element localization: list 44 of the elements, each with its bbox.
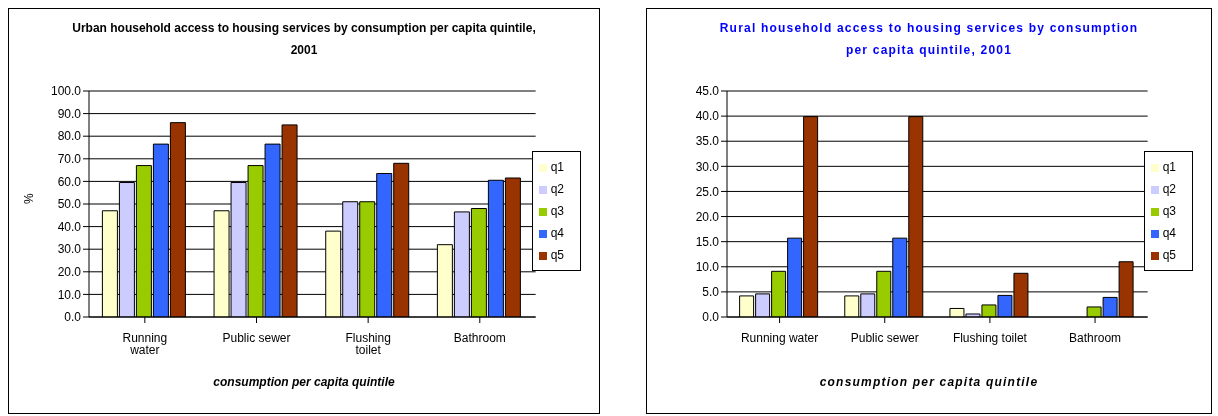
y-tick-label: 100.0 [50,84,82,99]
y-tick-label: 50.0 [57,197,82,212]
y-tick-label: 30.0 [695,159,720,174]
legend-label: q3 [550,204,564,218]
y-tick-label: 20.0 [695,209,720,224]
x-axis-title: consumption per capita quintile [212,375,396,389]
chart-title: Rural household access to housing services by consumption per capita quintile, 2001 [718,20,1140,59]
x-axis-title: consumption per capita quintile [818,375,1040,389]
legend-label: q1 [550,160,564,174]
legend-label: q2 [550,182,564,196]
x-tick-label: Bathroom [1069,330,1122,345]
y-tick-label: 10.0 [57,287,82,302]
legend-label: q5 [550,248,564,262]
x-tick-label: Public sewer [222,330,291,345]
legend-label: q2 [1162,182,1176,196]
x-tick-label: Bathroom [453,330,506,345]
y-tick-label: 40.0 [695,109,720,124]
y-tick-label: 80.0 [57,129,82,144]
x-tick-label: Running water [122,330,168,357]
legend-label: q4 [550,226,564,240]
y-tick-label: 0.0 [64,310,82,325]
y-tick-label: 15.0 [695,234,720,249]
y-tick-label: 60.0 [57,174,82,189]
legend-label: q3 [1162,204,1176,218]
y-tick-label: 0.0 [702,310,720,325]
y-tick-label: 45.0 [695,84,720,99]
x-tick-label: Flushing toilet [952,330,1028,345]
legend-label: q4 [1162,226,1176,240]
y-tick-label: 90.0 [57,106,82,121]
legend-label: q5 [1162,248,1176,262]
y-tick-label: 40.0 [57,219,82,234]
x-tick-label: Running water [740,330,819,345]
y-tick-label: 70.0 [57,152,82,167]
y-tick-label: 30.0 [57,242,82,257]
x-tick-label: Public sewer [850,330,919,345]
y-tick-label: 5.0 [702,285,720,300]
y-tick-label: 25.0 [695,184,720,199]
x-tick-label: Flushing toilet [345,330,391,357]
y-tick-label: 20.0 [57,265,82,280]
legend-label: q1 [1162,160,1176,174]
y-tick-label: 10.0 [695,260,720,275]
chart-title: Urban household access to housing services by consumption per capita quintile, 2001 [71,20,537,59]
y-axis-title: % [22,193,37,204]
y-tick-label: 35.0 [695,134,720,149]
